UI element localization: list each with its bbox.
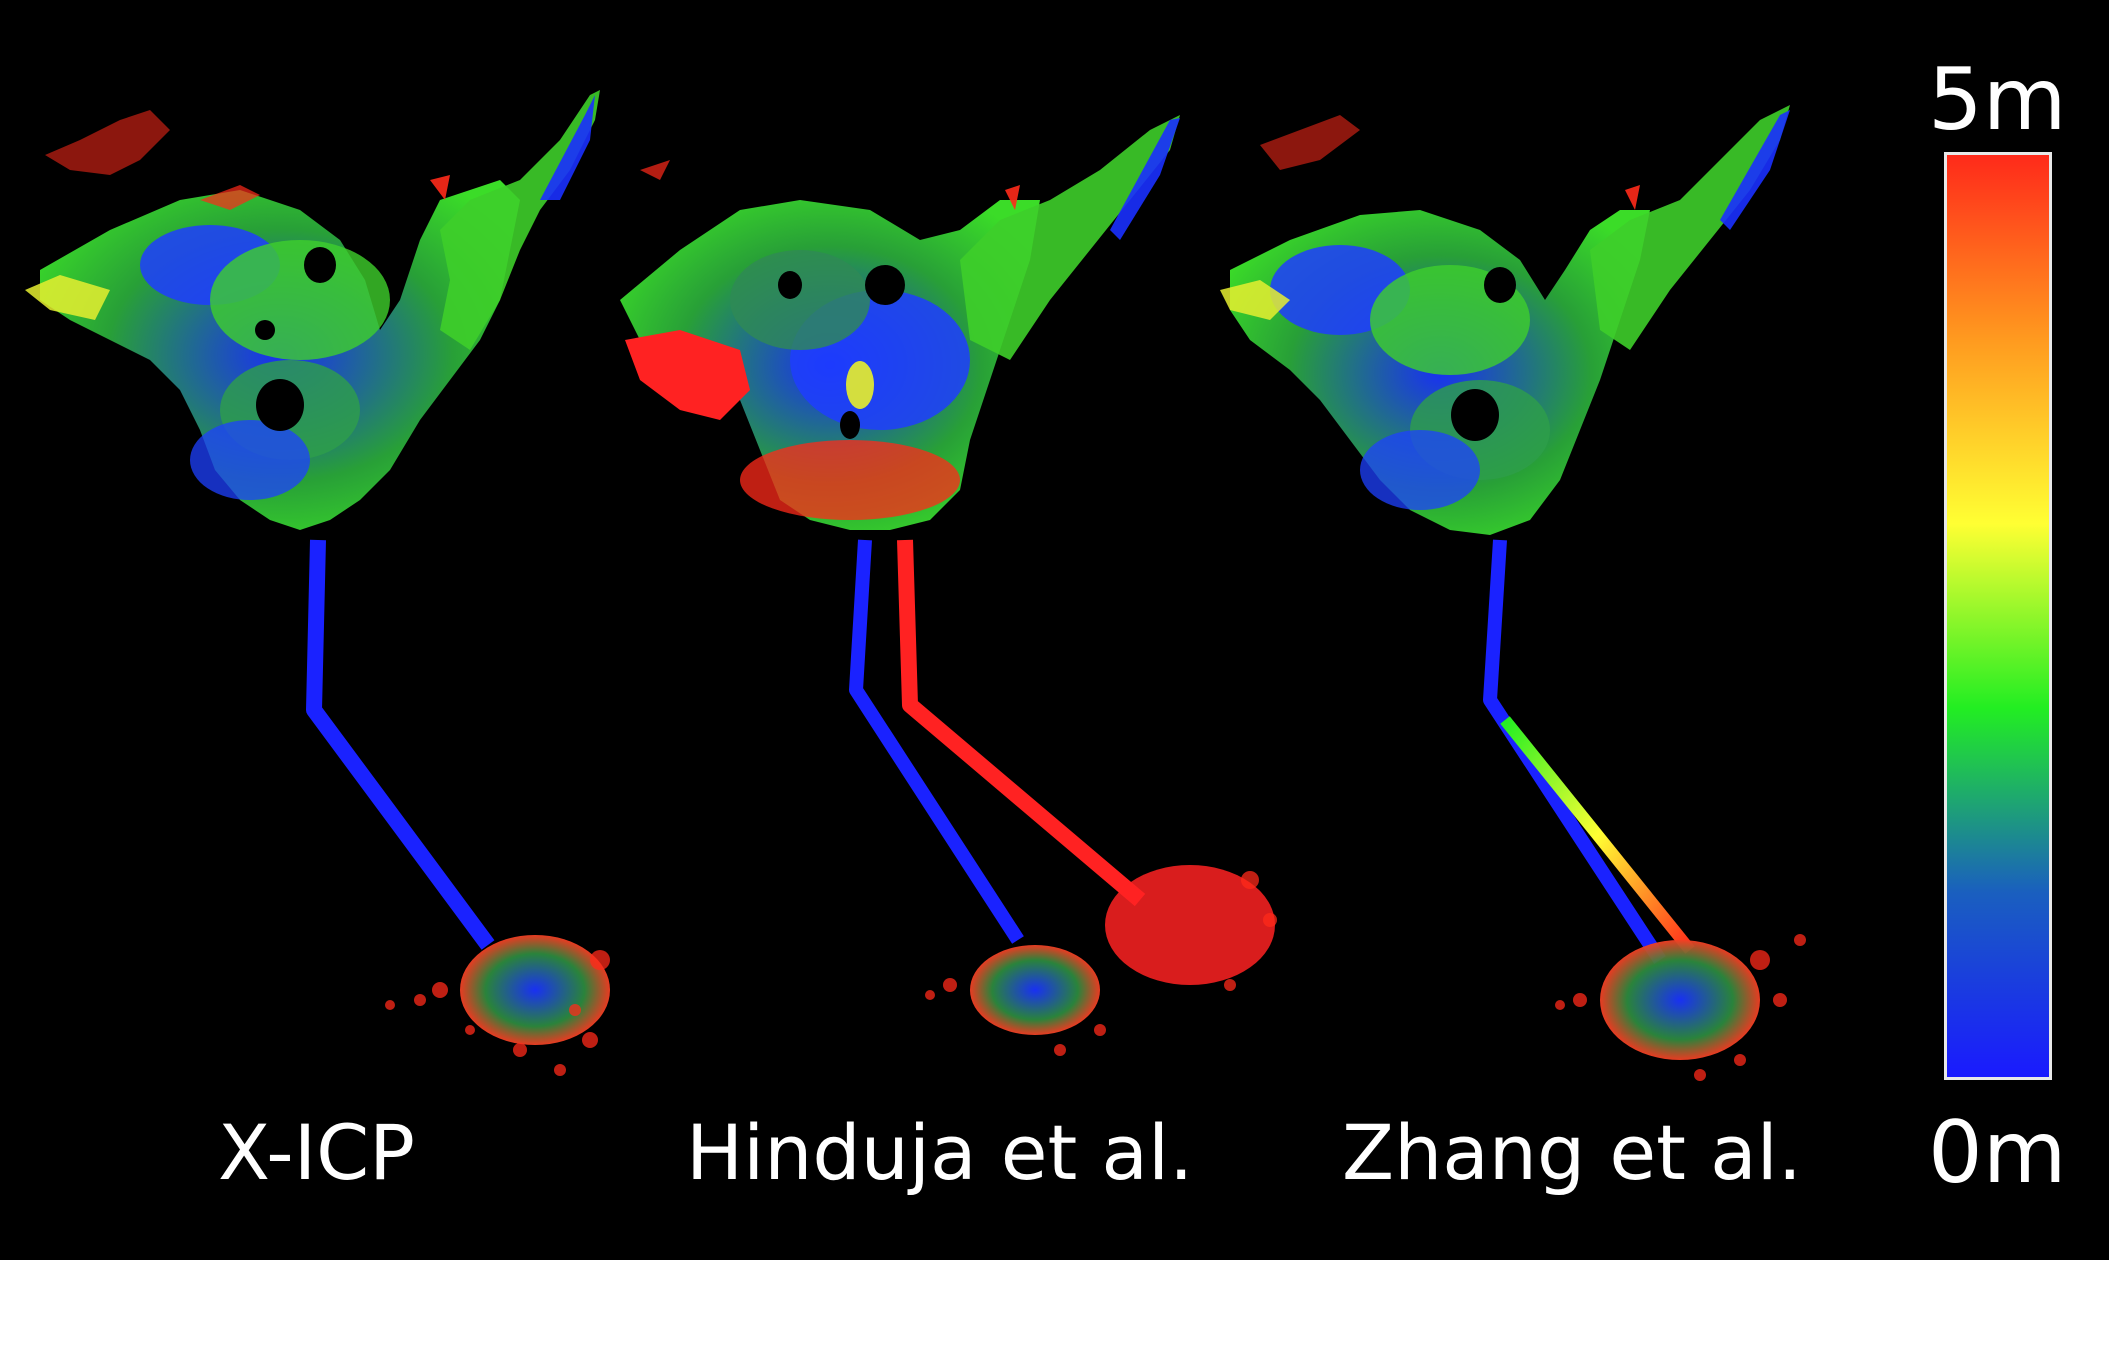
label-xicp: X-ICP (218, 1108, 416, 1197)
zhang-map (1220, 105, 1806, 1081)
xicp-map (25, 90, 610, 1076)
figure-panel: X-ICP Hinduja et al. Zhang et al. 5m 0m (0, 0, 2109, 1260)
colorbar (1944, 152, 2052, 1080)
colorbar-max-label: 5m (1928, 50, 2067, 150)
colorbar-min-label: 0m (1928, 1103, 2067, 1203)
label-zhang: Zhang et al. (1342, 1108, 1802, 1197)
error-maps (25, 90, 1806, 1081)
hinduja-map (620, 115, 1277, 1056)
label-hinduja: Hinduja et al. (686, 1108, 1194, 1197)
